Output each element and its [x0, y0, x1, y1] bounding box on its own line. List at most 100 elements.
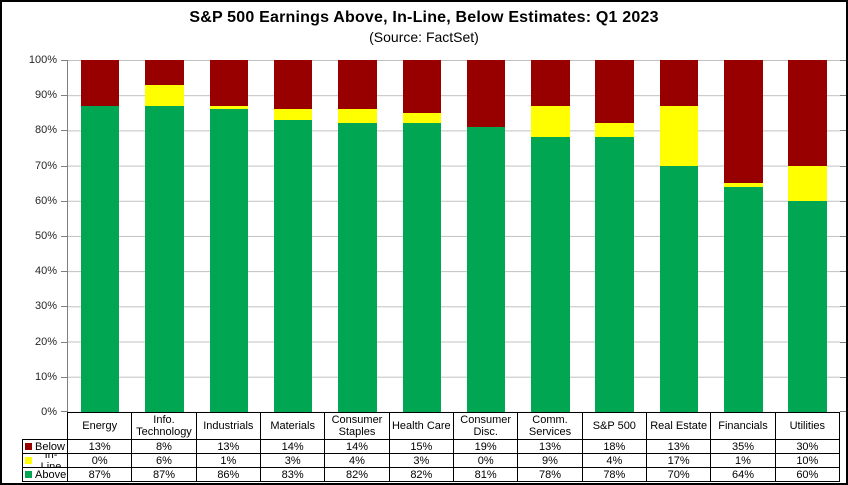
bar-segment-below — [531, 60, 570, 106]
stacked-bar — [145, 60, 184, 412]
bar-column — [647, 60, 711, 412]
legend-cell: In-Line — [22, 453, 67, 467]
value-cell: 3% — [388, 453, 453, 467]
stacked-bar — [724, 60, 763, 412]
bar-segment-above — [466, 126, 506, 412]
value-cell: 1% — [195, 453, 260, 467]
bar-segment-above — [724, 186, 763, 412]
category-header-cell: Energy — [67, 412, 132, 439]
value-cell: 82% — [388, 467, 453, 481]
stacked-bar — [338, 60, 377, 412]
bar-segment-inline — [531, 105, 570, 138]
value-cell: 0% — [67, 453, 132, 467]
bar-column — [68, 60, 132, 412]
bar-segment-above — [402, 123, 442, 412]
chart-subtitle: (Source: FactSet) — [369, 29, 479, 45]
y-axis-tick — [61, 200, 67, 202]
bar-segment-below — [80, 60, 120, 106]
value-cell: 83% — [260, 467, 325, 481]
bar-segment-inline — [402, 112, 442, 124]
bar-segment-below — [788, 60, 828, 166]
value-cell: 19% — [453, 439, 518, 453]
value-cell: 70% — [646, 467, 711, 481]
y-axis-tick — [61, 306, 67, 308]
y-axis-tick-right — [840, 411, 846, 412]
value-cell: 18% — [581, 439, 646, 453]
bar-segment-below — [145, 60, 184, 85]
y-axis-tick-right — [840, 60, 846, 61]
value-cell: 15% — [388, 439, 453, 453]
bar-column — [197, 60, 261, 412]
value-cell: 10% — [774, 453, 839, 467]
y-axis-label: 20% — [34, 335, 57, 348]
category-header-cell: Real Estate — [646, 412, 711, 439]
value-cell: 1% — [710, 453, 775, 467]
bar-column — [518, 60, 582, 412]
value-cell: 35% — [710, 439, 775, 453]
value-cell: 13% — [517, 439, 582, 453]
stacked-bar — [595, 60, 635, 412]
stacked-bar — [80, 60, 120, 412]
bar-segment-below — [402, 60, 442, 113]
value-cell: 60% — [774, 467, 839, 481]
chart-row: 100% 90% 80% 70% 60% 50% 40% 30% 20% 10% 0% — [22, 54, 846, 418]
bar-segment-above — [595, 137, 635, 412]
y-axis-label: 80% — [34, 124, 57, 137]
value-cell: 82% — [324, 467, 389, 481]
stacked-bar — [402, 60, 442, 412]
y-axis-tick-right — [840, 376, 846, 378]
value-cell: 81% — [453, 467, 518, 481]
y-axis-tick-right — [840, 95, 846, 97]
bar-column — [132, 60, 196, 412]
y-axis-tick — [61, 130, 67, 132]
bar-column — [454, 60, 518, 412]
category-header-cell: Health Care — [388, 412, 453, 439]
bar-column — [261, 60, 325, 412]
value-cell: 3% — [260, 453, 325, 467]
y-axis: 100% 90% 80% 70% 60% 50% 40% 30% 20% 10% 0% — [22, 54, 67, 418]
chart-title: S&P 500 Earnings Above, In-Line, Below E… — [189, 9, 659, 26]
stacked-bar — [209, 60, 249, 412]
y-axis-label: 10% — [34, 370, 57, 383]
value-cell: 13% — [195, 439, 260, 453]
value-cell: 86% — [195, 467, 260, 481]
stacked-bar — [466, 60, 506, 412]
y-axis-label: 100% — [28, 54, 57, 66]
bar-segment-above — [209, 109, 249, 412]
chart-header: S&P 500 Earnings Above, In-Line, Below E… — [2, 9, 846, 45]
y-axis-tick — [61, 236, 67, 237]
value-cell: 64% — [710, 467, 775, 481]
y-axis-label: 70% — [34, 159, 57, 172]
y-axis-tick — [61, 165, 67, 167]
y-axis-label: 30% — [34, 300, 57, 313]
y-axis-tick — [61, 95, 67, 97]
chart-area: 100% 90% 80% 70% 60% 50% 40% 30% 20% 10% 0% Energy… — [22, 54, 846, 482]
y-axis-label: 90% — [34, 89, 57, 102]
y-axis-label: 40% — [34, 265, 57, 278]
y-axis-tick-right — [840, 236, 846, 237]
bar-segment-below — [595, 60, 635, 124]
category-header-cell: Consumer Staples — [324, 412, 389, 439]
bar-column — [776, 60, 840, 412]
value-cell: 87% — [67, 467, 132, 481]
stacked-bar — [659, 60, 699, 412]
bar-column — [711, 60, 775, 412]
category-header-cell: Consumer Disc. — [453, 412, 518, 439]
category-header-cell: Industrials — [195, 412, 260, 439]
bar-column — [583, 60, 647, 412]
bar-segment-inline — [724, 183, 763, 187]
bar-segment-above — [80, 105, 120, 412]
bar-segment-below — [724, 60, 763, 184]
y-axis-label: 50% — [34, 230, 57, 242]
bar-segment-inline — [145, 84, 184, 106]
value-cell: 78% — [581, 467, 646, 481]
y-axis-tick — [61, 376, 67, 378]
y-axis-label: 60% — [34, 194, 57, 207]
value-cell: 78% — [517, 467, 582, 481]
stacked-bar — [273, 60, 313, 412]
bar-segment-inline — [209, 105, 249, 110]
bar-segment-inline — [659, 105, 699, 166]
bar-segment-above — [788, 200, 828, 412]
value-cell: 13% — [67, 439, 132, 453]
legend-swatch-below — [25, 443, 32, 450]
